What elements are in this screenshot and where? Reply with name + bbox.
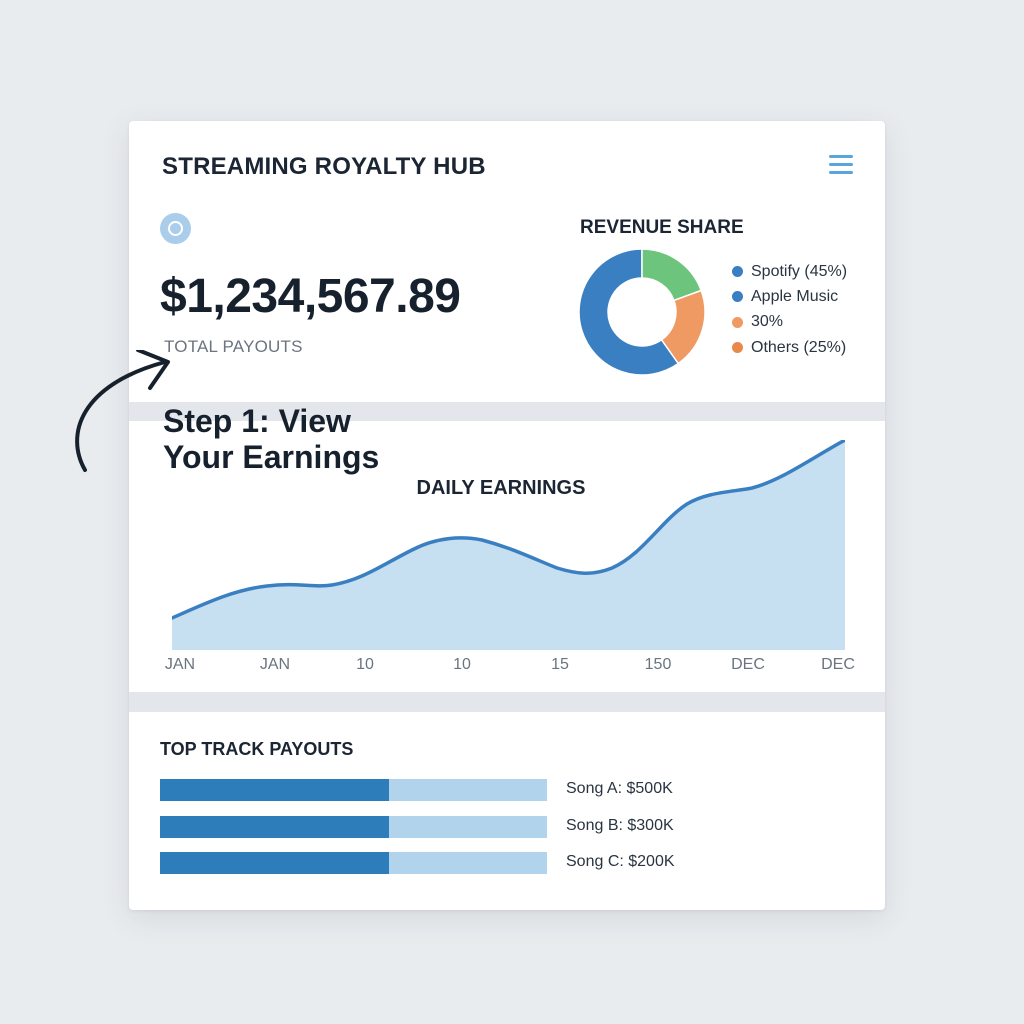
donut-slice-orange [660, 289, 706, 365]
revenue-share-title: REVENUE SHARE [580, 217, 744, 238]
legend-dot-icon [732, 266, 743, 278]
legend-item-others[interactable]: Others (25%) [732, 335, 847, 360]
total-payouts-label: TOTAL PAYOUTS [164, 337, 303, 356]
top-track-payouts-title: TOP TRACK PAYOUTS [160, 739, 354, 759]
dashboard-card: STREAMING ROYALTY HUB $1,234,567.89 TOTA… [129, 121, 885, 910]
daily-earnings-area-chart[interactable] [172, 440, 845, 650]
step-annotation: Step 1: View Your Earnings [163, 403, 380, 475]
track-label: Song A: $500K [566, 780, 673, 797]
curved-arrow-icon [75, 350, 170, 472]
x-tick: 10 [453, 656, 471, 673]
section-divider [129, 402, 885, 421]
x-axis: JAN JAN 10 10 15 150 DEC DEC [129, 656, 885, 676]
area-line [172, 440, 845, 620]
radio-circle-icon[interactable] [160, 213, 191, 244]
track-row-song-a[interactable]: Song A: $500K [160, 779, 760, 801]
section-divider [129, 692, 885, 712]
revenue-share-legend: Spotify (45%) Apple Music 30% Others (25… [732, 259, 847, 360]
x-tick: JAN [259, 656, 291, 673]
x-tick: JAN [164, 656, 196, 673]
track-label: Song B: $300K [566, 817, 674, 834]
track-bar-fill [160, 816, 389, 838]
legend-dot-icon [732, 316, 743, 328]
x-tick: 15 [551, 656, 569, 673]
track-bar-fill [160, 779, 389, 801]
legend-item-30pct[interactable]: 30% [732, 310, 847, 335]
legend-item-spotify[interactable]: Spotify (45%) [732, 259, 847, 284]
track-bar-fill [160, 852, 389, 874]
x-tick: DEC [731, 656, 765, 673]
legend-dot-icon [732, 342, 743, 354]
donut-slice-green [641, 248, 703, 302]
track-label: Song C: $200K [566, 853, 675, 870]
x-tick: DEC [821, 656, 855, 673]
app-title: STREAMING ROYALTY HUB [162, 153, 486, 180]
revenue-share-donut-chart[interactable] [577, 247, 707, 377]
area-fill [172, 440, 845, 650]
track-row-song-b[interactable]: Song B: $300K [160, 816, 760, 838]
x-tick: 10 [356, 656, 374, 673]
hamburger-menu-icon[interactable] [827, 153, 855, 179]
legend-item-apple-music[interactable]: Apple Music [732, 284, 847, 309]
daily-earnings-title: DAILY EARNINGS [416, 477, 586, 499]
donut-slice-blue [578, 248, 680, 376]
legend-dot-icon [732, 291, 743, 303]
total-payouts-amount: $1,234,567.89 [160, 270, 461, 323]
x-tick: 150 [644, 656, 672, 673]
track-row-song-c[interactable]: Song C: $200K [160, 852, 760, 874]
